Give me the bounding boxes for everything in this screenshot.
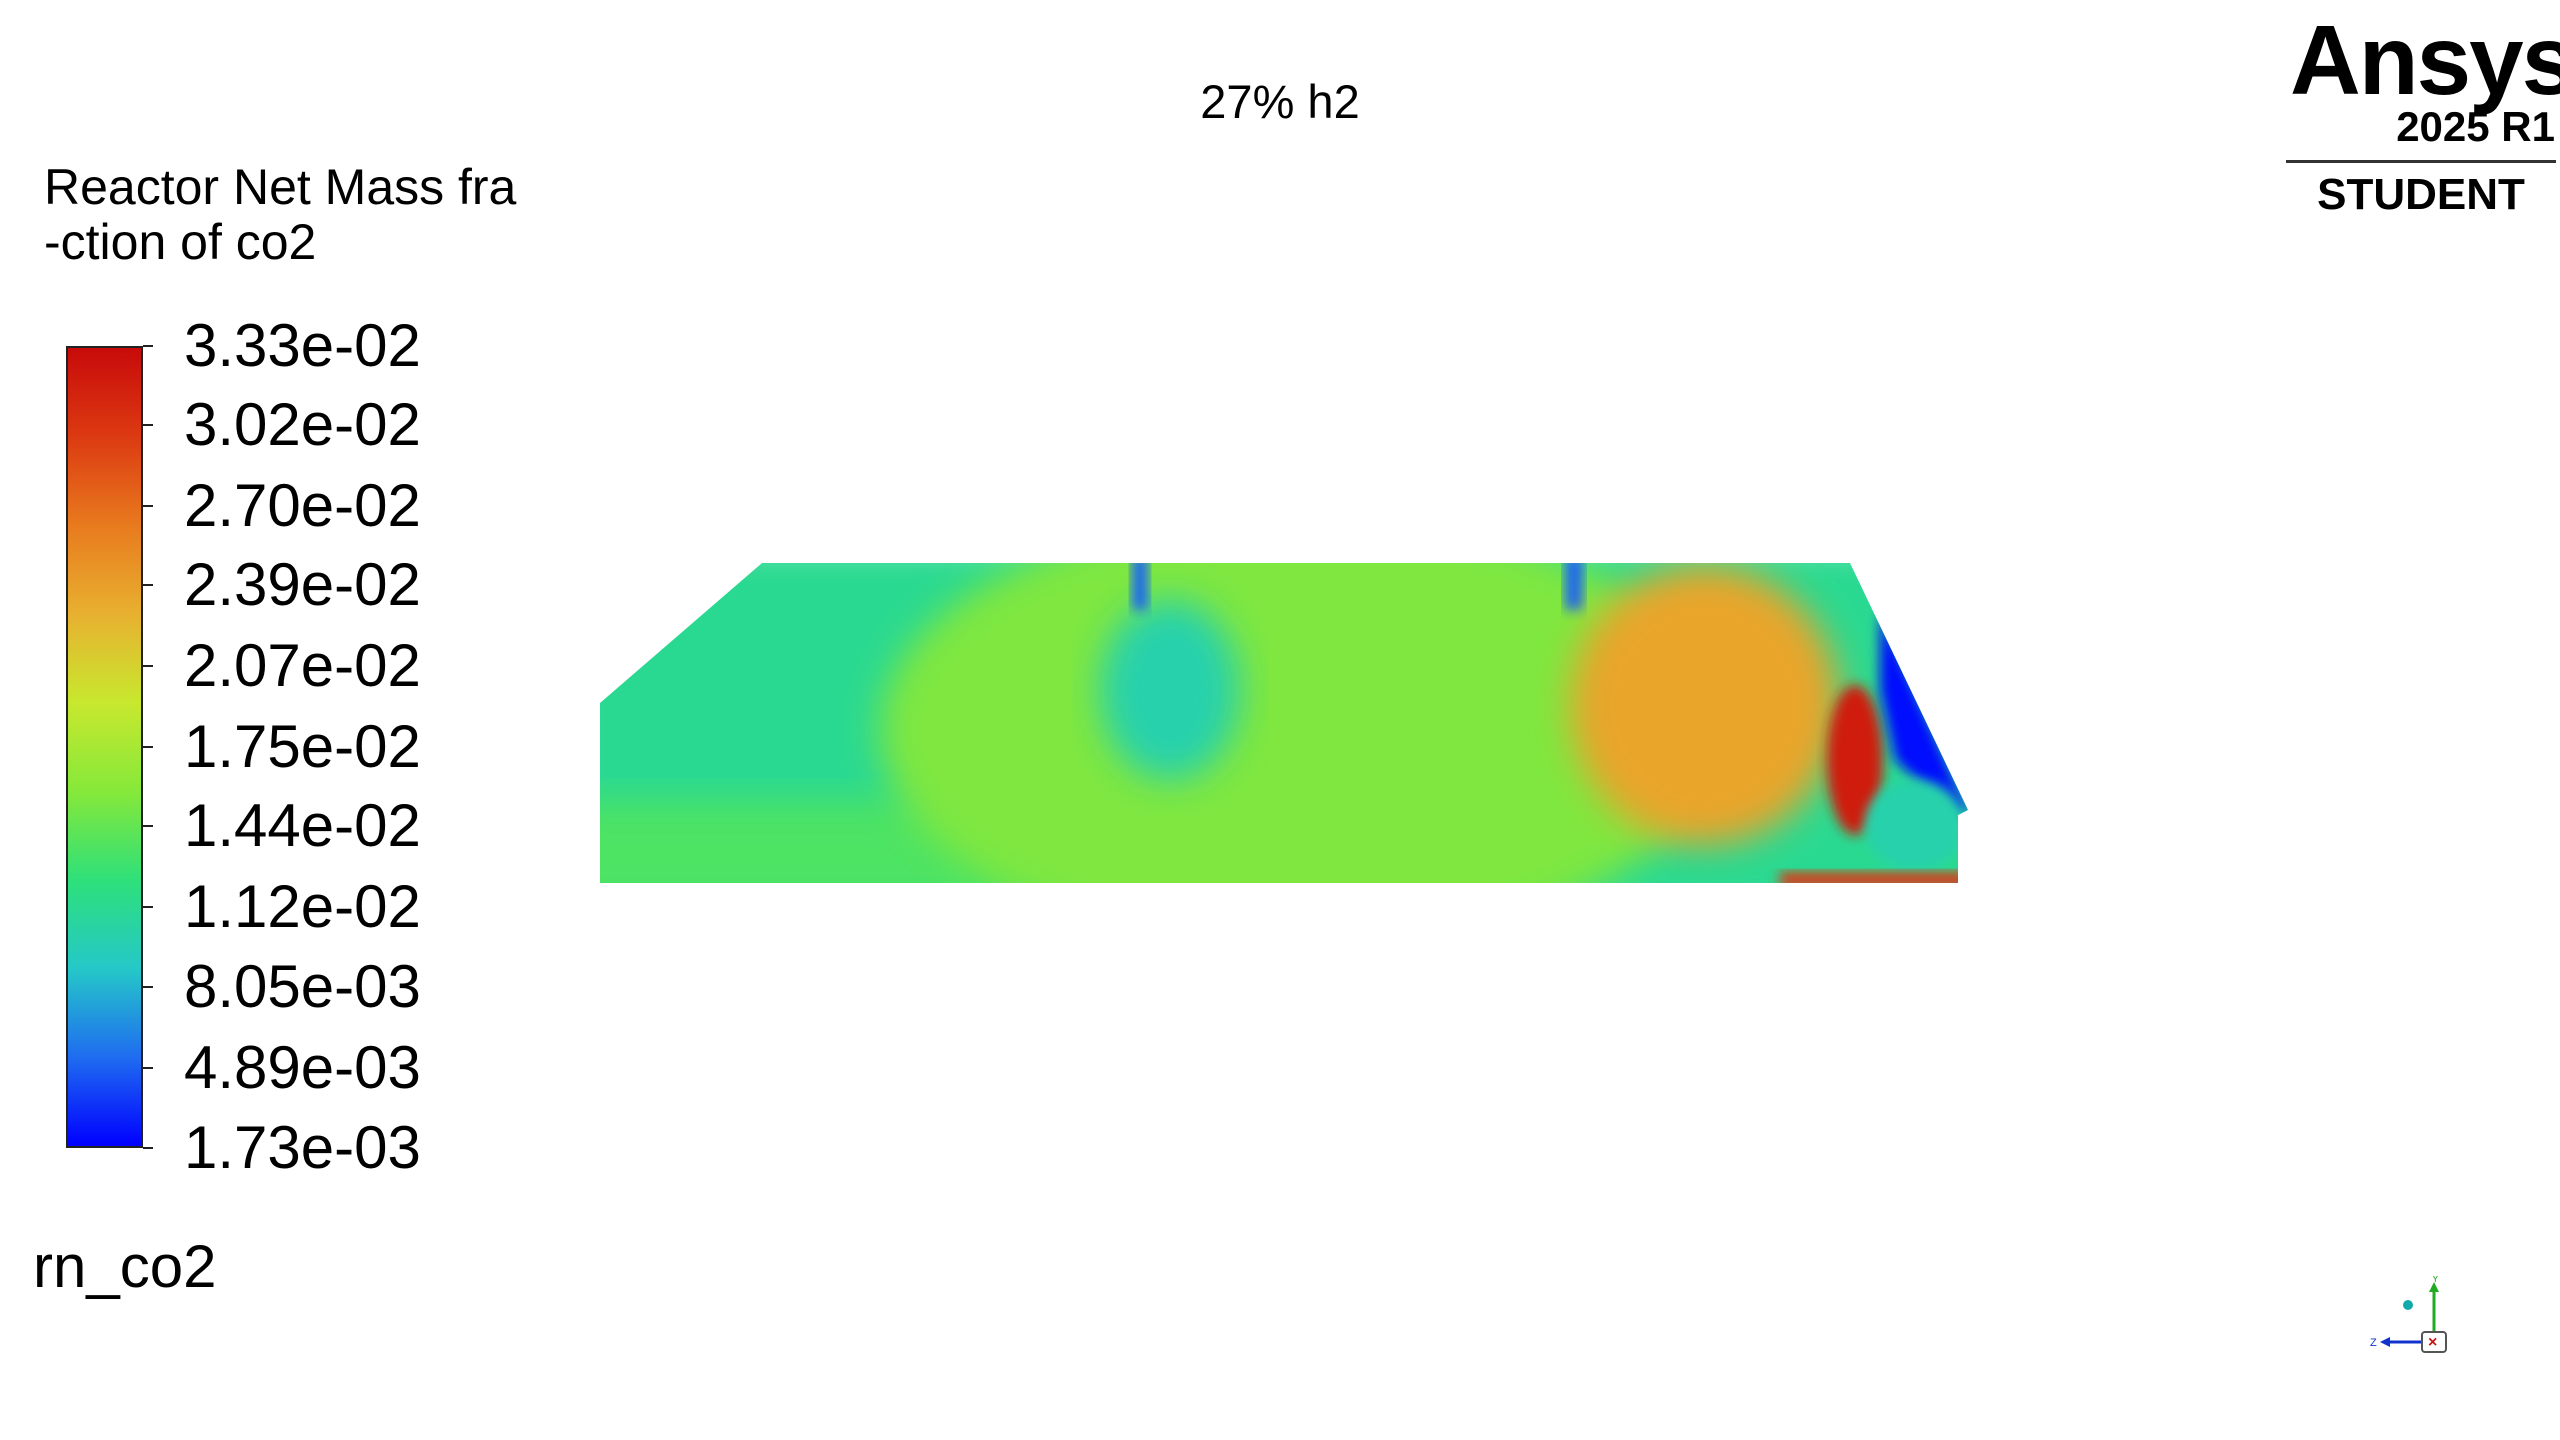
view-title: 27% h2 [1200, 75, 1360, 128]
colorbar-tick [143, 345, 153, 347]
brand-version: 2025 R1 [2396, 103, 2555, 150]
colorbar-tick-label: 3.02e-02 [184, 390, 421, 458]
region-first-injector-jet [1132, 563, 1148, 610]
colorbar-tick [143, 1066, 153, 1069]
colorbar-tick-label: 2.70e-02 [184, 472, 421, 540]
region-first-injector-wake [1100, 600, 1240, 780]
legend-title: Reactor Net Mass fra -ction of co2 [44, 160, 516, 270]
colorbar-tick [143, 583, 153, 586]
colorbar-tick [143, 423, 153, 426]
brand-edition: STUDENT [2317, 170, 2525, 219]
region-outlet-mixing-zone [1865, 780, 1965, 870]
colorbar-tick-label: 1.12e-02 [184, 873, 421, 941]
colorbar-tick [143, 906, 153, 909]
colorbar-tick [143, 1147, 153, 1149]
brand-divider [2286, 160, 2556, 163]
z-axis-arrowhead-icon [2380, 1337, 2390, 1347]
colorbar-tick [143, 665, 153, 668]
region-second-injector-jet [1565, 563, 1583, 610]
y-axis-label: Y [2432, 1276, 2439, 1285]
colorbar-tick-label: 4.89e-03 [184, 1033, 421, 1101]
colorbar-tick-label: 1.73e-03 [184, 1114, 421, 1181]
y-axis-arrowhead-icon [2429, 1282, 2439, 1292]
legend-title-line: Reactor Net Mass fra [44, 159, 517, 215]
region-recirculation-cell [1570, 565, 1840, 845]
colorbar-tick [143, 505, 153, 508]
region-bottom-right-hot-layer [1780, 872, 1968, 883]
colorbar-tick-label: 8.05e-03 [184, 953, 421, 1021]
legend-title-line: -ction of co2 [44, 214, 317, 270]
colorbar [66, 346, 143, 1148]
colorbar-tick-label: 2.39e-02 [184, 550, 421, 618]
x-axis-box-icon [2421, 1331, 2447, 1353]
region-center-zone [880, 563, 1720, 883]
region-right-wall-hot-spot [1827, 685, 1883, 835]
triad-origin-dot-icon [2403, 1300, 2413, 1310]
colorbar-tick [143, 746, 153, 749]
colorbar-tick-label: 1.44e-02 [184, 792, 421, 860]
axis-triad[interactable]: Y Z × [2370, 1276, 2460, 1366]
ansys-logo: Ansys [2290, 5, 2560, 115]
colorbar-tick [143, 825, 153, 828]
colorbar-tick-label: 3.33e-02 [184, 312, 421, 379]
colorbar-tick-label: 1.75e-02 [184, 713, 421, 781]
variable-label: rn_co2 [33, 1233, 217, 1300]
x-axis-marker-icon: × [2428, 1334, 2437, 1351]
z-axis-label: Z [2370, 1337, 2377, 1349]
colorbar-tick [143, 986, 153, 989]
reactor-domain [600, 563, 1968, 883]
colorbar-tick-label: 2.07e-02 [184, 632, 421, 700]
